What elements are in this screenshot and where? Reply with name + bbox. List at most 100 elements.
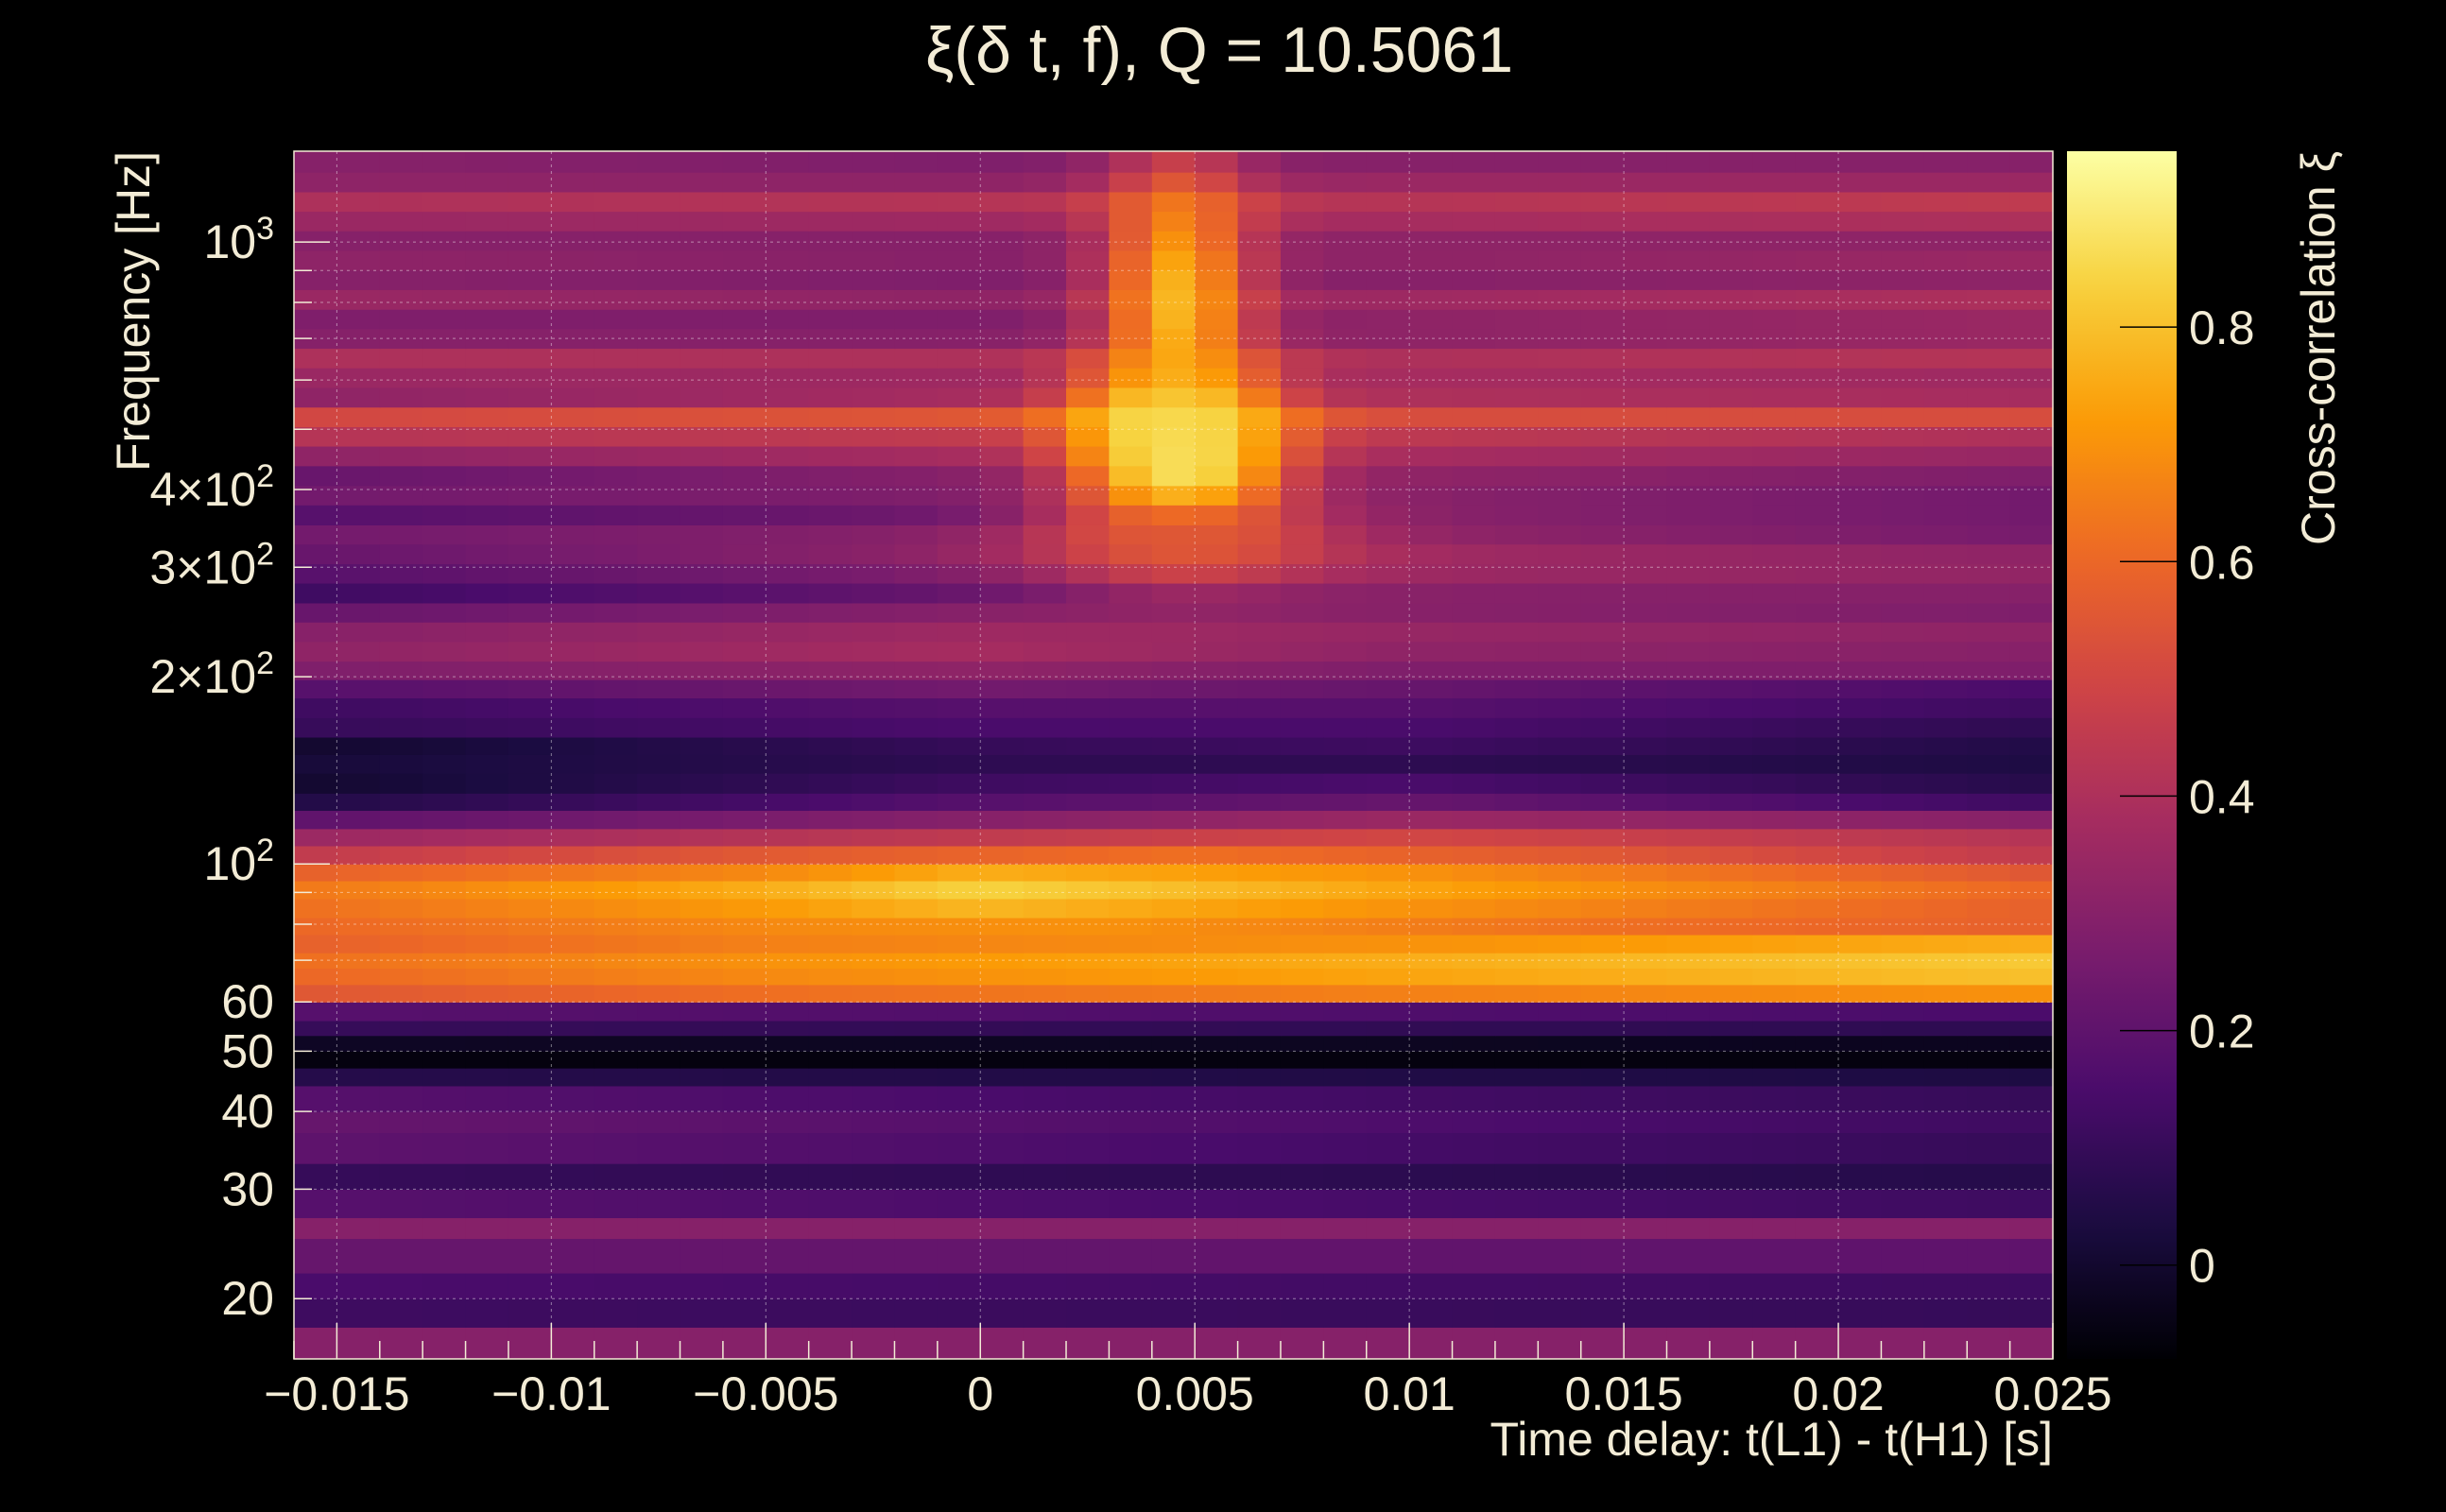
heatmap-cell bbox=[1795, 736, 1839, 755]
heatmap-cell bbox=[1151, 602, 1196, 623]
heatmap-cell bbox=[980, 269, 1025, 290]
colorbar-tick-label: 0.6 bbox=[2189, 536, 2255, 589]
heatmap-cell bbox=[1795, 1238, 1839, 1274]
heatmap-cell bbox=[379, 679, 423, 699]
heatmap-cell bbox=[294, 445, 337, 467]
heatmap-cell bbox=[1237, 465, 1282, 487]
heatmap-cell bbox=[1323, 289, 1368, 310]
heatmap-cell bbox=[1195, 1217, 1239, 1240]
heatmap-cell bbox=[1452, 679, 1496, 699]
heatmap-cell bbox=[1109, 898, 1153, 919]
heatmap-cell bbox=[379, 1217, 423, 1240]
heatmap-cell bbox=[594, 934, 638, 954]
heatmap-cell bbox=[1666, 289, 1711, 310]
heatmap-cell bbox=[551, 754, 595, 774]
heatmap-cell bbox=[1666, 563, 1711, 584]
heatmap-cell bbox=[1409, 1085, 1454, 1112]
heatmap-cell bbox=[1967, 211, 2011, 232]
heatmap-cell bbox=[1967, 406, 2011, 428]
heatmap-cell bbox=[1452, 984, 1496, 1003]
heatmap-cell bbox=[422, 810, 467, 830]
heatmap-cell bbox=[680, 543, 724, 565]
heatmap-cell bbox=[1795, 773, 1839, 794]
heatmap-cell bbox=[1795, 289, 1839, 310]
heatmap-cell bbox=[1923, 426, 1968, 447]
heatmap-cell bbox=[1666, 1132, 1711, 1164]
heatmap-cell bbox=[1109, 1189, 1153, 1219]
heatmap-cell bbox=[594, 582, 638, 604]
heatmap-cell bbox=[1323, 917, 1368, 936]
heatmap-cell bbox=[937, 172, 981, 193]
heatmap-cell bbox=[1709, 898, 1753, 919]
heatmap-cell bbox=[722, 172, 767, 193]
heatmap-cell bbox=[1709, 445, 1753, 467]
heatmap-cell bbox=[937, 810, 981, 830]
heatmap-cell bbox=[594, 717, 638, 738]
heatmap-cell bbox=[1538, 191, 1582, 213]
heatmap-cell bbox=[766, 543, 810, 565]
heatmap-cell bbox=[1237, 563, 1282, 584]
heatmap-cell bbox=[594, 172, 638, 193]
heatmap-cell bbox=[1109, 697, 1153, 718]
heatmap-cell bbox=[1280, 864, 1324, 882]
heatmap-cell bbox=[1967, 864, 2011, 882]
heatmap-cell bbox=[1151, 1272, 1196, 1299]
heatmap-cell bbox=[937, 151, 981, 173]
heatmap-cell bbox=[336, 524, 381, 545]
heatmap-cell bbox=[1366, 1020, 1410, 1037]
heatmap-cell bbox=[1967, 1002, 2011, 1022]
heatmap-cell bbox=[722, 793, 767, 812]
heatmap-cell bbox=[1666, 1068, 1711, 1087]
heatmap-cell bbox=[1452, 754, 1496, 774]
heatmap-cell bbox=[1409, 1163, 1454, 1190]
heatmap-cell bbox=[1967, 754, 2011, 774]
heatmap-cell bbox=[1151, 1238, 1196, 1274]
heatmap-cell bbox=[594, 543, 638, 565]
heatmap-cell bbox=[1452, 1020, 1496, 1037]
heatmap-cell bbox=[2009, 953, 2054, 970]
heatmap-cell bbox=[1666, 1085, 1711, 1112]
heatmap-cell bbox=[852, 793, 896, 812]
heatmap-cell bbox=[379, 717, 423, 738]
heatmap-cell bbox=[1752, 1068, 1797, 1087]
heatmap-cell bbox=[1881, 1327, 1925, 1360]
heatmap-cell bbox=[1709, 679, 1753, 699]
heatmap-cell bbox=[1237, 898, 1282, 919]
heatmap-cell bbox=[1881, 1132, 1925, 1164]
heatmap-cell bbox=[680, 289, 724, 310]
colorbar-tick-label: 0.4 bbox=[2189, 770, 2255, 823]
heatmap-cell bbox=[937, 1035, 981, 1052]
heatmap-cell bbox=[508, 1298, 552, 1328]
heatmap-cell bbox=[1023, 661, 1067, 680]
heatmap-cell bbox=[1195, 1238, 1239, 1274]
heatmap-cell bbox=[1881, 641, 1925, 662]
heatmap-cell bbox=[852, 465, 896, 487]
heatmap-cell bbox=[1409, 348, 1454, 369]
heatmap-cell bbox=[852, 563, 896, 584]
heatmap-cell bbox=[508, 172, 552, 193]
heatmap-cell bbox=[1195, 641, 1239, 662]
heatmap-cell bbox=[980, 1035, 1025, 1052]
heatmap-cell bbox=[808, 1238, 853, 1274]
heatmap-cell bbox=[1538, 1238, 1582, 1274]
heatmap-cell bbox=[1494, 328, 1539, 350]
heatmap-cell bbox=[937, 1002, 981, 1022]
heatmap-cell bbox=[508, 810, 552, 830]
heatmap-cell bbox=[1624, 231, 1668, 251]
heatmap-cell bbox=[680, 368, 724, 388]
heatmap-cell bbox=[1323, 828, 1368, 847]
heatmap-cell bbox=[1323, 309, 1368, 330]
heatmap-cell bbox=[1409, 1272, 1454, 1299]
heatmap-cell bbox=[680, 828, 724, 847]
heatmap-cell bbox=[637, 387, 681, 408]
heatmap-cell bbox=[2009, 984, 2054, 1003]
heatmap-cell bbox=[379, 172, 423, 193]
heatmap-cell bbox=[1109, 231, 1153, 251]
heatmap-cell bbox=[937, 582, 981, 604]
heatmap-cell bbox=[1538, 845, 1582, 865]
heatmap-cell bbox=[1923, 505, 1968, 525]
heatmap-cell bbox=[1666, 231, 1711, 251]
heatmap-cell bbox=[1709, 172, 1753, 193]
heatmap-cell bbox=[551, 172, 595, 193]
heatmap-cell bbox=[1881, 524, 1925, 545]
